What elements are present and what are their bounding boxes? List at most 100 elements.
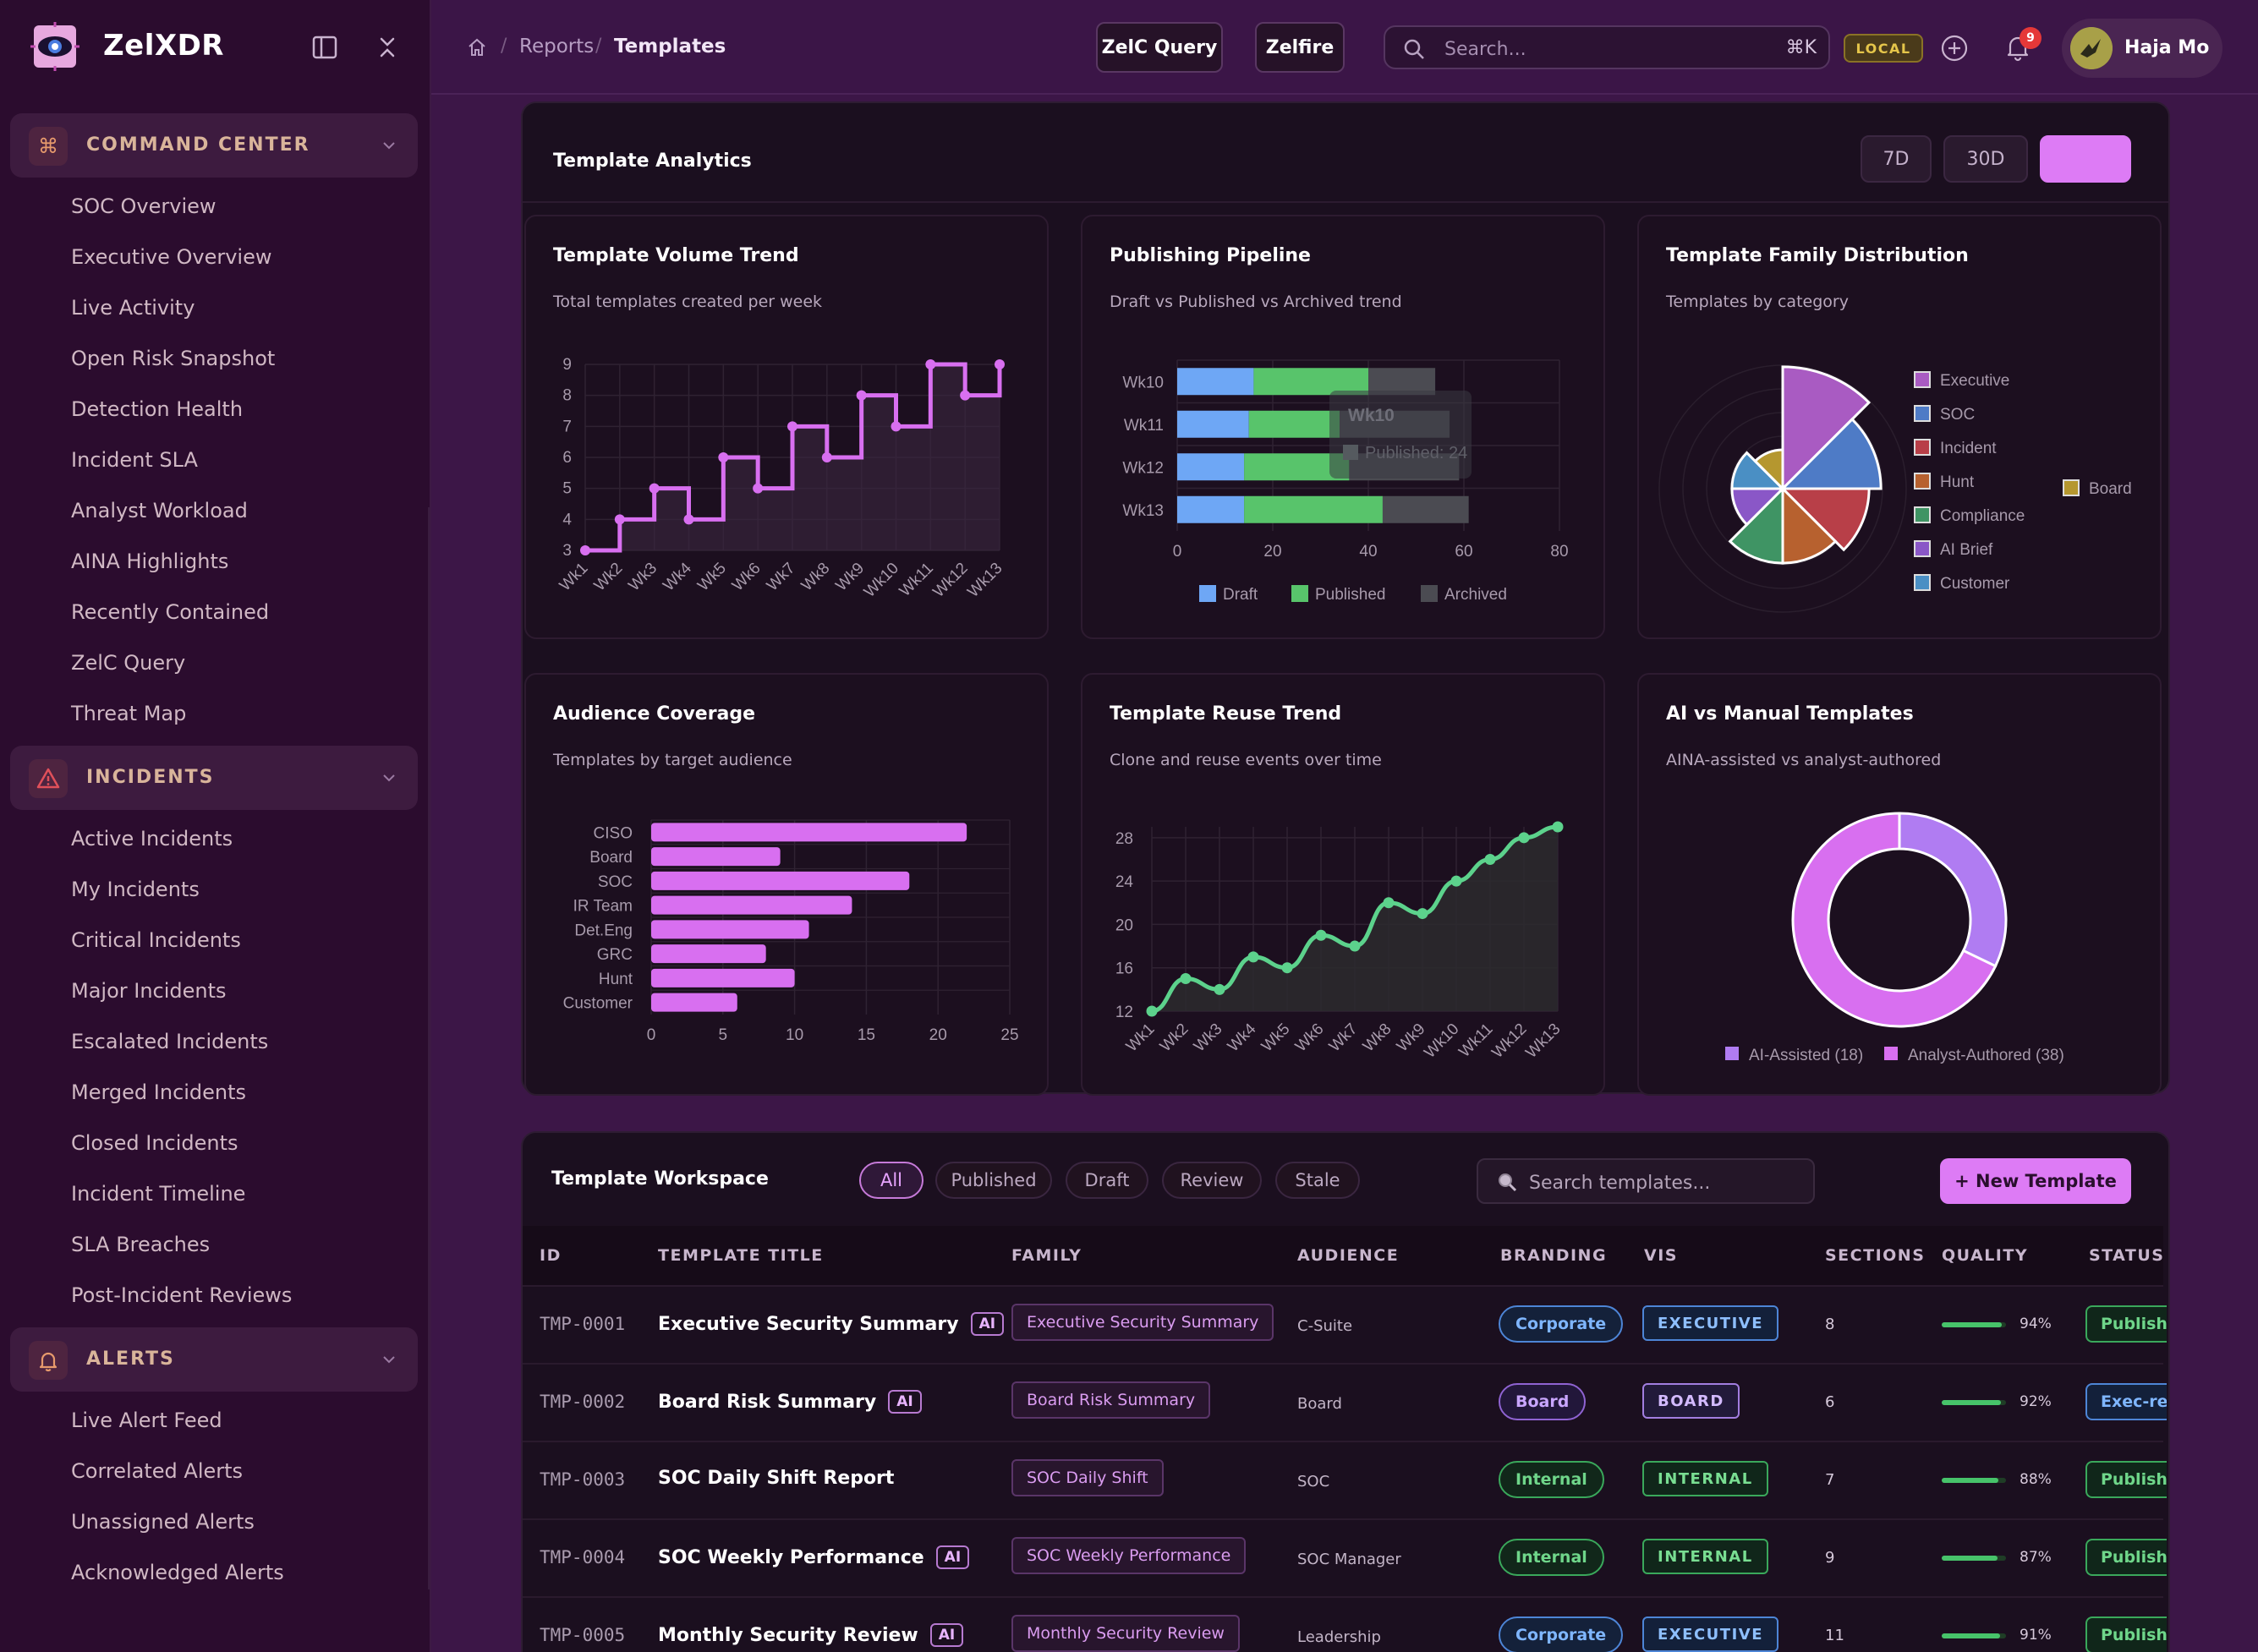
- sidebar-item-threat-map[interactable]: Threat Map: [71, 702, 187, 725]
- nav-group-command-center[interactable]: ⌘ COMMAND CENTER: [10, 113, 418, 178]
- nav-group-alerts[interactable]: ALERTS: [10, 1327, 418, 1392]
- ai-tag: AI: [970, 1312, 1005, 1336]
- table-row[interactable]: TMP-0001 Executive Security Summary AI Ex…: [523, 1285, 2167, 1363]
- range-active-button[interactable]: [2040, 135, 2131, 183]
- data-point: [1349, 940, 1361, 952]
- sidebar-item-live-alert-feed[interactable]: Live Alert Feed: [71, 1409, 222, 1432]
- column-header-audience[interactable]: AUDIENCE: [1297, 1246, 1400, 1265]
- card-title: AI vs Manual Templates: [1666, 703, 1914, 725]
- column-header-sections[interactable]: SECTIONS: [1825, 1246, 1926, 1265]
- sidebar-item-live-activity[interactable]: Live Activity: [71, 296, 195, 320]
- column-header-id[interactable]: ID: [540, 1246, 562, 1265]
- data-point: [683, 514, 694, 525]
- range-7d-button[interactable]: 7D: [1861, 135, 1932, 183]
- sidebar-item-executive-overview[interactable]: Executive Overview: [71, 245, 272, 269]
- sidebar-item-incident-timeline[interactable]: Incident Timeline: [71, 1182, 246, 1206]
- template-title-text: Monthly Security Review: [658, 1625, 918, 1646]
- filter-stale[interactable]: Stale: [1275, 1162, 1360, 1199]
- family-tag[interactable]: Board Risk Summary: [1011, 1381, 1211, 1419]
- nav-group-incidents[interactable]: INCIDENTS: [10, 746, 418, 810]
- x-tick-label: Wk6: [729, 560, 765, 595]
- sidebar-item-my-incidents[interactable]: My Incidents: [71, 878, 200, 901]
- card-subtitle: Clone and reuse events over time: [1110, 751, 1382, 769]
- filter-review[interactable]: Review: [1162, 1162, 1262, 1199]
- x-tick-label: Wk10: [861, 560, 902, 601]
- column-header-title[interactable]: TEMPLATE TITLE: [658, 1246, 824, 1265]
- ai-tag: AI: [929, 1623, 964, 1647]
- range-30d-button[interactable]: 30D: [1943, 135, 2028, 183]
- home-icon[interactable]: [465, 36, 489, 59]
- zelc-query-button[interactable]: ZelC Query: [1096, 22, 1223, 73]
- sidebar-item-active-incidents[interactable]: Active Incidents: [71, 827, 233, 851]
- x-tick-label: Wk11: [896, 560, 937, 600]
- vis-badge: BOARD: [1642, 1383, 1740, 1419]
- zelfire-button[interactable]: Zelfire: [1255, 22, 1345, 73]
- polar-gridline: [1658, 364, 1907, 613]
- template-title-text: SOC Daily Shift Report: [658, 1468, 895, 1489]
- pie-slice: [1779, 487, 1871, 552]
- quality-fill: [1942, 1322, 2003, 1327]
- filter-all[interactable]: All: [859, 1162, 923, 1199]
- family-tag[interactable]: SOC Daily Shift: [1011, 1459, 1164, 1496]
- x-tick-label: Wk1: [556, 560, 592, 595]
- sidebar-toggle-icon[interactable]: [311, 34, 338, 61]
- sidebar-item-analyst-workload[interactable]: Analyst Workload: [71, 499, 248, 522]
- sidebar-item-soc-overview[interactable]: SOC Overview: [71, 194, 216, 218]
- sidebar-item-post-incident-reviews[interactable]: Post-Incident Reviews: [71, 1283, 293, 1307]
- sidebar-item-recently-contained[interactable]: Recently Contained: [71, 600, 270, 624]
- x-tick-label: 5: [719, 1026, 728, 1044]
- table-row[interactable]: TMP-0005 Monthly Security Review AI Month…: [523, 1596, 2167, 1652]
- global-search-input[interactable]: Search... ⌘K: [1384, 25, 1830, 69]
- table-row[interactable]: TMP-0004 SOC Weekly Performance AI SOC We…: [523, 1518, 2167, 1596]
- search-icon: [1404, 39, 1424, 59]
- sidebar-item-merged-incidents[interactable]: Merged Incidents: [71, 1080, 247, 1104]
- card-title: Audience Coverage: [553, 703, 756, 725]
- sidebar-item-zelc-query[interactable]: ZelC Query: [71, 651, 186, 675]
- quality-bar: [1942, 1400, 2006, 1405]
- vis-badge: EXECUTIVE: [1642, 1616, 1778, 1652]
- bar-segment: [1382, 495, 1469, 523]
- template-title-text: Executive Security Summary: [658, 1314, 959, 1335]
- sidebar-item-aina-highlights[interactable]: AINA Highlights: [71, 550, 229, 573]
- template-search-input[interactable]: Search templates...: [1477, 1158, 1815, 1204]
- table-row[interactable]: TMP-0002 Board Risk Summary AI Board Risk…: [523, 1363, 2167, 1441]
- sidebar-item-open-risk-snapshot[interactable]: Open Risk Snapshot: [71, 347, 276, 370]
- command-icon: ⌘: [29, 127, 68, 166]
- sidebar-item-unassigned-alerts[interactable]: Unassigned Alerts: [71, 1510, 255, 1534]
- template-title: Monthly Security Review AI: [658, 1623, 964, 1647]
- filter-published[interactable]: Published: [935, 1162, 1052, 1199]
- sidebar-item-correlated-alerts[interactable]: Correlated Alerts: [71, 1459, 244, 1483]
- sidebar-item-critical-incidents[interactable]: Critical Incidents: [71, 928, 241, 952]
- sidebar-item-sla-breaches[interactable]: SLA Breaches: [71, 1233, 211, 1256]
- family-tag[interactable]: SOC Weekly Performance: [1011, 1537, 1247, 1574]
- column-header-branding[interactable]: BRANDING: [1500, 1246, 1608, 1265]
- column-header-quality[interactable]: QUALITY: [1942, 1246, 2029, 1265]
- collapse-all-icon[interactable]: [374, 34, 401, 61]
- column-header-vis[interactable]: VIS: [1644, 1246, 1678, 1265]
- column-header-family[interactable]: FAMILY: [1011, 1246, 1082, 1265]
- bar: [651, 920, 809, 939]
- user-menu[interactable]: Haja Mo: [2062, 19, 2222, 78]
- template-analytics-panel: Template Analytics 7D 30D Template Volum…: [521, 101, 2170, 1096]
- quality-value: 94%: [2020, 1316, 2052, 1332]
- family-tag[interactable]: Executive Security Summary: [1011, 1304, 1274, 1341]
- sidebar-item-detection-health[interactable]: Detection Health: [71, 397, 244, 421]
- sidebar-item-escalated-incidents[interactable]: Escalated Incidents: [71, 1030, 269, 1053]
- filter-draft[interactable]: Draft: [1066, 1162, 1148, 1199]
- sidebar-item-closed-incidents[interactable]: Closed Incidents: [71, 1131, 238, 1155]
- breadcrumb-reports[interactable]: Reports: [519, 36, 595, 57]
- new-template-button[interactable]: + New Template: [1940, 1158, 2131, 1204]
- column-header-status[interactable]: STATUS: [2089, 1246, 2165, 1265]
- x-tick-label: Wk4: [660, 559, 695, 594]
- sidebar-item-acknowledged-alerts[interactable]: Acknowledged Alerts: [71, 1561, 284, 1584]
- sidebar-item-incident-sla[interactable]: Incident SLA: [71, 448, 198, 472]
- bar-segment: [1248, 410, 1340, 438]
- legend-swatch: [1884, 1047, 1898, 1060]
- data-point: [1383, 897, 1395, 909]
- sidebar-scrollbar[interactable]: [428, 507, 430, 1589]
- table-row[interactable]: TMP-0003 SOC Daily Shift Report SOC Dail…: [523, 1441, 2167, 1518]
- sidebar-item-major-incidents[interactable]: Major Incidents: [71, 979, 227, 1003]
- family-tag[interactable]: Monthly Security Review: [1011, 1615, 1240, 1652]
- add-circle-icon[interactable]: [1940, 34, 1969, 63]
